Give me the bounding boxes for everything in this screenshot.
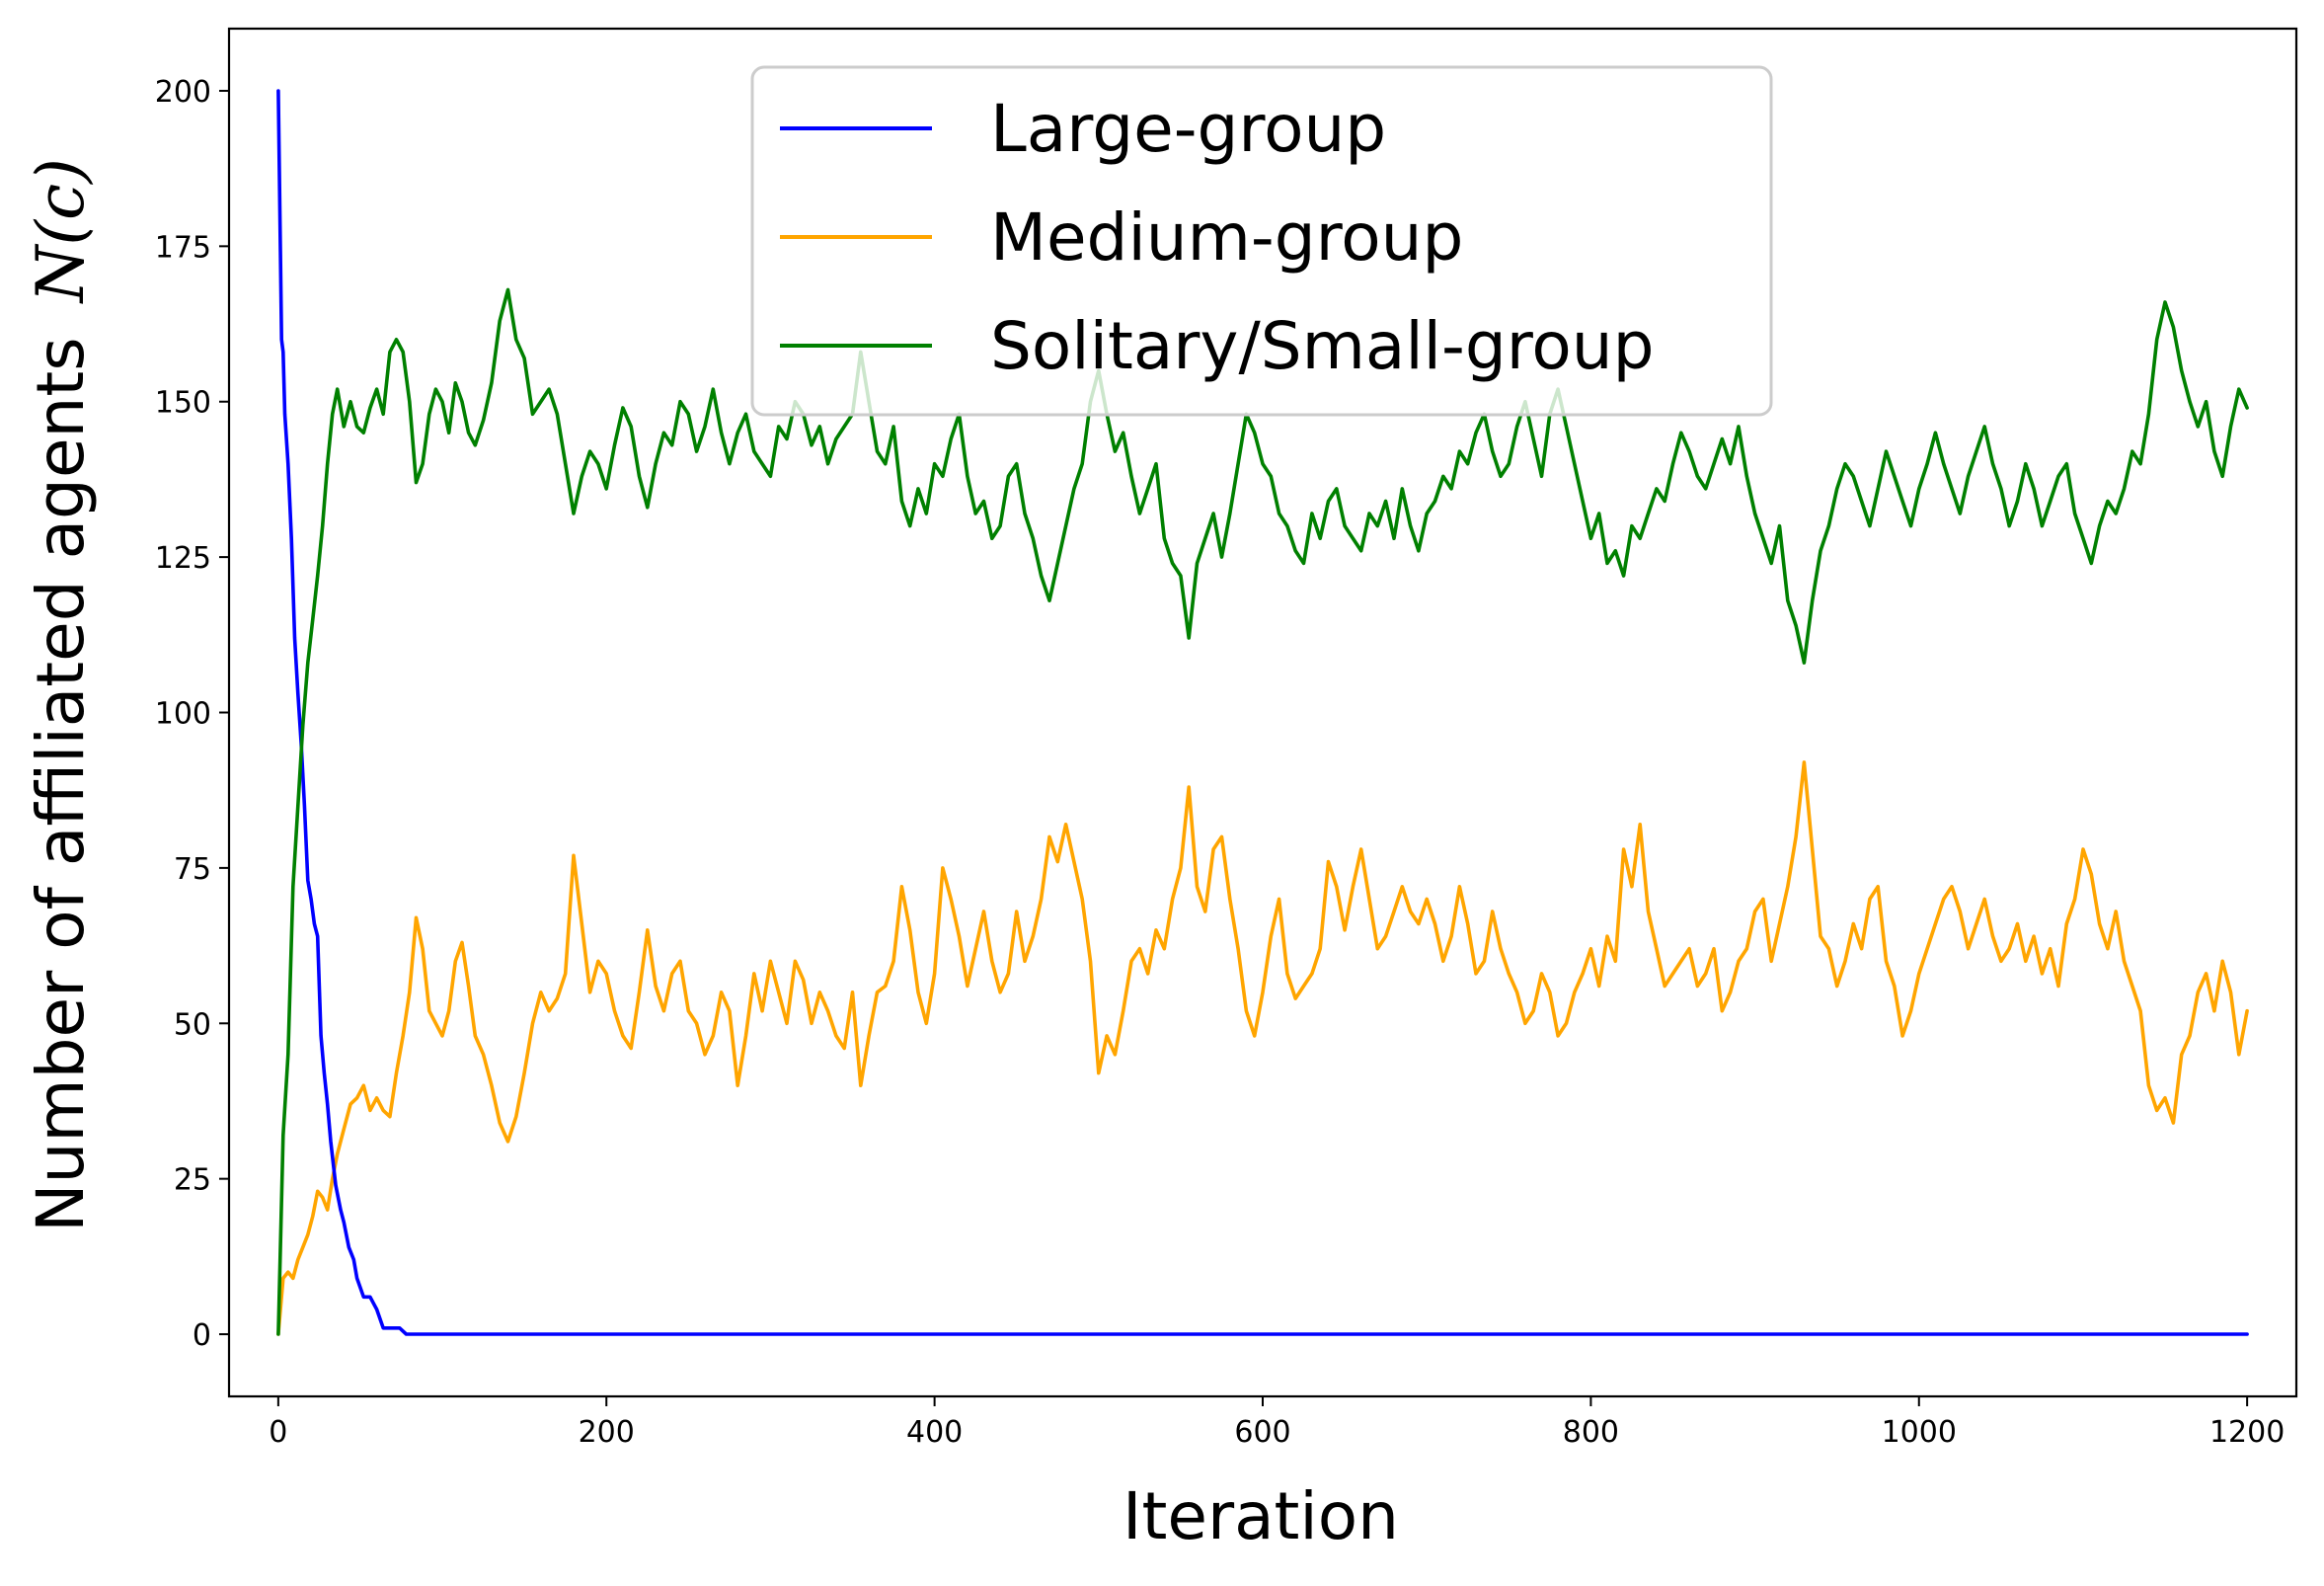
y-axis-title-math: N(c)	[23, 158, 99, 304]
y-tick-label: 175	[155, 230, 211, 265]
y-tick-label: 50	[174, 1007, 211, 1042]
legend-items: Large-group Medium-group Solitary/Small-gr…	[780, 91, 1655, 384]
series-line-large-group	[276, 89, 2249, 1336]
y-axis-title-text: Number of affiliated agents	[23, 337, 99, 1231]
x-axis-title: Iteration	[1123, 1478, 1399, 1554]
x-tick-label: 0	[269, 1415, 287, 1450]
y-tick-label: 75	[174, 852, 211, 887]
x-tick-label: 1000	[1882, 1415, 1957, 1450]
x-tick-label: 800	[1563, 1415, 1619, 1450]
x-axis-ticks: 0 200 400 600 800 1000 1200	[269, 1396, 2285, 1450]
y-tick-label: 125	[155, 541, 211, 576]
y-tick-label: 0	[193, 1318, 211, 1353]
y-tick-label: 150	[155, 386, 211, 421]
x-tick-label: 400	[906, 1415, 963, 1450]
legend-box	[750, 65, 1773, 417]
y-tick-label: 100	[155, 697, 211, 732]
legend-label: Large-group	[990, 91, 1386, 167]
series-layer	[276, 89, 2249, 1336]
series-line-solitary-small-group	[276, 287, 2249, 1336]
legend-label: Medium-group	[990, 199, 1463, 276]
series-line-medium-group	[276, 760, 2249, 1336]
x-tick-label: 600	[1234, 1415, 1290, 1450]
legend-label: Solitary/Small-group	[990, 308, 1655, 384]
y-axis-ticks: 0 25 50 75 100 125 150 175 200	[155, 75, 229, 1353]
y-tick-label: 25	[174, 1163, 211, 1198]
x-tick-label: 200	[579, 1415, 635, 1450]
y-axis-title: Number of affiliated agents N(c)	[23, 158, 99, 1232]
x-tick-label: 1200	[2209, 1415, 2285, 1450]
y-tick-label: 200	[155, 75, 211, 110]
legend: Large-group Medium-group Solitary/Small-gr…	[750, 65, 1773, 417]
